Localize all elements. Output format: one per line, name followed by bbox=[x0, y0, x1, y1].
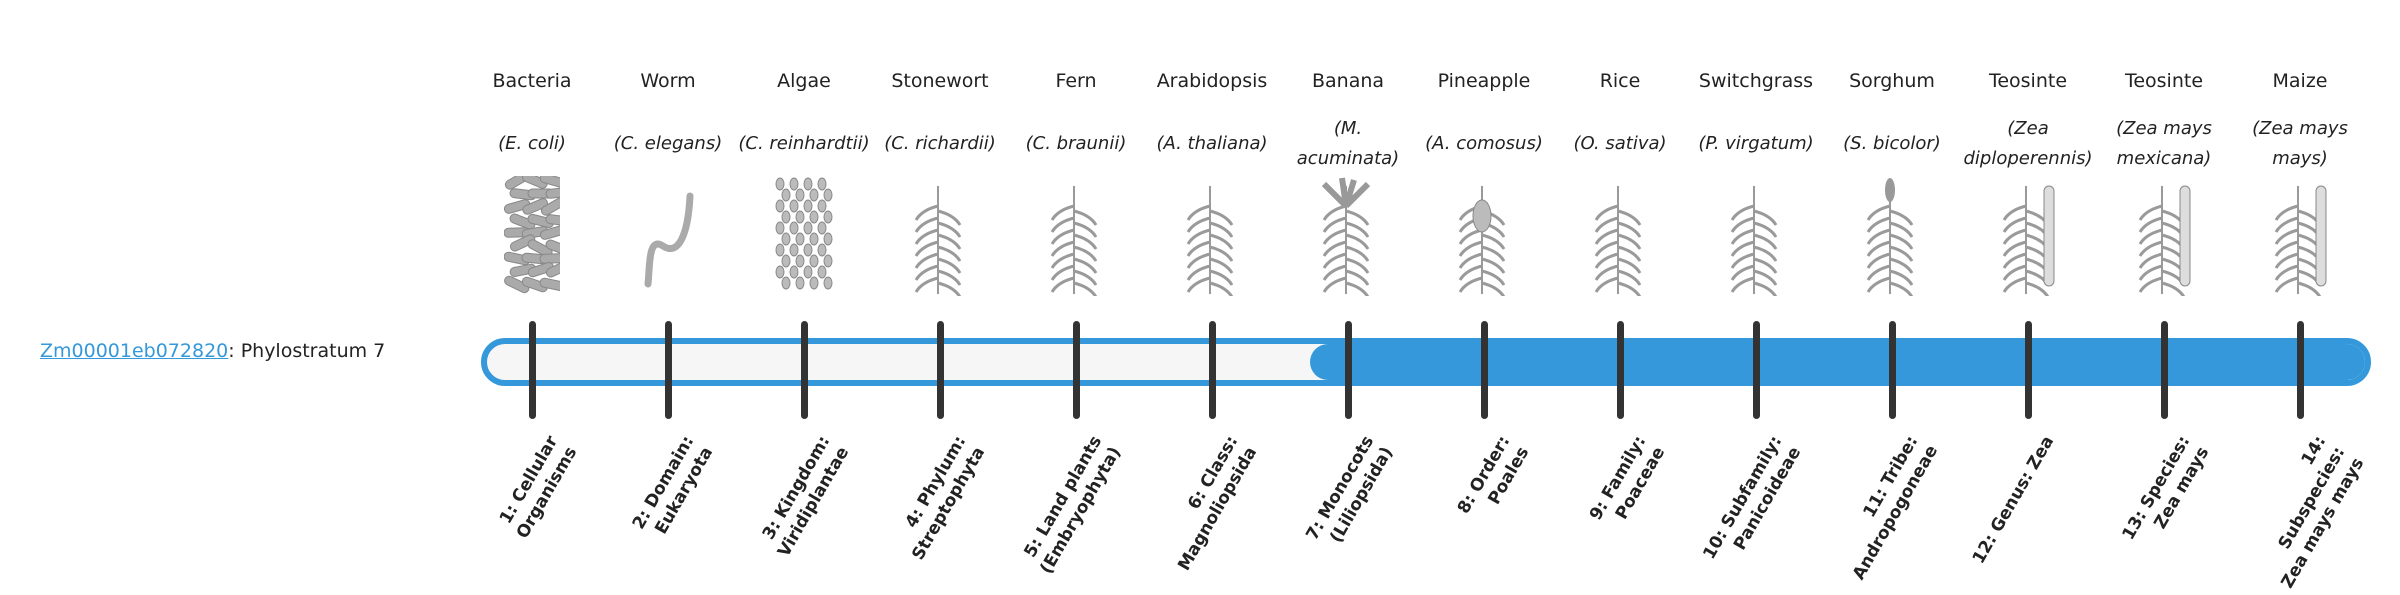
maize-icon bbox=[2232, 176, 2368, 298]
species-text: (C. elegans) bbox=[613, 133, 723, 154]
stratum-tick[interactable] bbox=[2025, 321, 2032, 419]
stratum-tick[interactable] bbox=[2297, 321, 2304, 419]
organism-common-name: Bacteria bbox=[492, 70, 572, 92]
stratum-label: 7: Monocots (Liliopsida) bbox=[1302, 432, 1398, 547]
phylostratum-text: : Phylostratum 7 bbox=[228, 340, 386, 362]
stratum-tick[interactable] bbox=[801, 321, 808, 419]
organism-species-name: (Zea mays mexicana) bbox=[2096, 112, 2232, 176]
stratum-label: 13: Species: Zea mays bbox=[2118, 432, 2214, 544]
stratum-tick[interactable] bbox=[1345, 321, 1352, 419]
species-text: (O. sativa) bbox=[1573, 133, 1667, 154]
organism-species-name: (M. acuminata) bbox=[1280, 112, 1416, 176]
organism-common-name: Stonewort bbox=[891, 70, 989, 92]
species-text: (P. virgatum) bbox=[1698, 133, 1814, 154]
organism-species-name: (C. richardii) bbox=[872, 112, 1008, 176]
pineapple-icon bbox=[1416, 176, 1552, 298]
stratum-label: 5: Land plants (Embryophyta) bbox=[1020, 432, 1126, 578]
stratum-label: 1: Cellular Organisms bbox=[495, 432, 582, 543]
organism-species-name: (C. elegans) bbox=[600, 112, 736, 176]
switchgrass-icon bbox=[1688, 176, 1824, 298]
banana-icon bbox=[1280, 176, 1416, 298]
worm-icon bbox=[600, 176, 736, 298]
rice-icon bbox=[1552, 176, 1688, 298]
stratum-label: 12: Genus: Zea bbox=[1968, 432, 2059, 568]
stratum-label: 6: Class: Magnoliopsida bbox=[1174, 432, 1262, 575]
stratum-label: 2: Domain: Eukaryota bbox=[628, 432, 718, 538]
organism-species-name: (A. thaliana) bbox=[1144, 112, 1280, 176]
organism-common-name: Sorghum bbox=[1849, 70, 1935, 92]
phylostratum-fill bbox=[1310, 344, 2365, 380]
stratum-label: 10: Subfamily: Panicoideae bbox=[1699, 432, 1806, 563]
fern-icon bbox=[1008, 176, 1144, 298]
species-text: (Zea diploperennis) bbox=[1963, 118, 2093, 169]
stratum-tick[interactable] bbox=[1209, 321, 1216, 419]
stratum-label: 8: Order: Poales bbox=[1453, 432, 1534, 518]
organism-common-name: Worm bbox=[640, 70, 696, 92]
stonewort-icon bbox=[872, 176, 1008, 298]
organism-common-name: Teosinte bbox=[2124, 70, 2204, 92]
stratum-tick[interactable] bbox=[2161, 321, 2168, 419]
organism-species-name: (A. comosus) bbox=[1416, 112, 1552, 176]
species-text: (Zea mays mexicana) bbox=[2116, 118, 2212, 169]
organism-species-name: (O. sativa) bbox=[1552, 112, 1688, 176]
stratum-tick[interactable] bbox=[937, 321, 944, 419]
stratum-label: 3: Kingdom: Viridiplantae bbox=[758, 432, 854, 561]
organism-species-name: (E. coli) bbox=[464, 112, 600, 176]
stratum-tick[interactable] bbox=[1889, 321, 1896, 419]
organism-common-name: Algae bbox=[777, 70, 831, 92]
organism-species-name: (P. virgatum) bbox=[1688, 112, 1824, 176]
stratum-tick[interactable] bbox=[1753, 321, 1760, 419]
organism-species-name: (Zea diploperennis) bbox=[1960, 112, 2096, 176]
organism-species-name: (S. bicolor) bbox=[1824, 112, 1960, 176]
arabidopsis-icon bbox=[1144, 176, 1280, 298]
organism-species-name: (C. reinhardtii) bbox=[736, 112, 872, 176]
species-text: (C. richardii) bbox=[884, 133, 996, 154]
gene-label: Zm00001eb072820: Phylostratum 7 bbox=[40, 340, 385, 362]
gene-link[interactable]: Zm00001eb072820 bbox=[40, 340, 229, 362]
species-text: (A. comosus) bbox=[1425, 133, 1543, 154]
organism-common-name: Fern bbox=[1055, 70, 1097, 92]
teosinte-icon bbox=[1960, 176, 2096, 298]
organism-common-name: Banana bbox=[1311, 70, 1385, 92]
organism-common-name: Pineapple bbox=[1437, 70, 1531, 92]
organism-common-name: Rice bbox=[1599, 70, 1641, 92]
stratum-label: 9: Family: Poaceae bbox=[1585, 432, 1670, 524]
stratum-tick[interactable] bbox=[529, 321, 536, 419]
species-text: (Zea mays mays) bbox=[2252, 118, 2348, 169]
stratum-tick[interactable] bbox=[665, 321, 672, 419]
bacteria-icon bbox=[464, 176, 600, 298]
species-text: (M. acuminata) bbox=[1296, 118, 1400, 169]
stratum-label: 11: Tribe: Andropogoneae bbox=[1848, 432, 1943, 584]
stratum-tick[interactable] bbox=[1617, 321, 1624, 419]
organism-common-name: Maize bbox=[2272, 70, 2328, 92]
stratum-tick[interactable] bbox=[1073, 321, 1080, 419]
stratum-label: 14: Subspecies: Zea mays mays bbox=[2274, 432, 2369, 592]
phylostratum-bar bbox=[481, 338, 2371, 386]
stratum-tick[interactable] bbox=[1481, 321, 1488, 419]
species-text: (C. reinhardtii) bbox=[738, 133, 870, 154]
algae-icon bbox=[736, 176, 872, 298]
organism-common-name: Teosinte bbox=[1988, 70, 2068, 92]
teosinte-icon bbox=[2096, 176, 2232, 298]
species-text: (A. thaliana) bbox=[1156, 133, 1268, 154]
sorghum-icon bbox=[1824, 176, 1960, 298]
species-text: (C. braunii) bbox=[1025, 133, 1127, 154]
species-text: (S. bicolor) bbox=[1843, 133, 1941, 154]
organism-species-name: (Zea mays mays) bbox=[2232, 112, 2368, 176]
organism-common-name: Arabidopsis bbox=[1156, 70, 1268, 92]
organism-species-name: (C. braunii) bbox=[1008, 112, 1144, 176]
organism-common-name: Switchgrass bbox=[1698, 70, 1814, 92]
species-text: (E. coli) bbox=[498, 133, 566, 154]
stratum-label: 4: Phylum: Streptophyta bbox=[901, 432, 990, 564]
